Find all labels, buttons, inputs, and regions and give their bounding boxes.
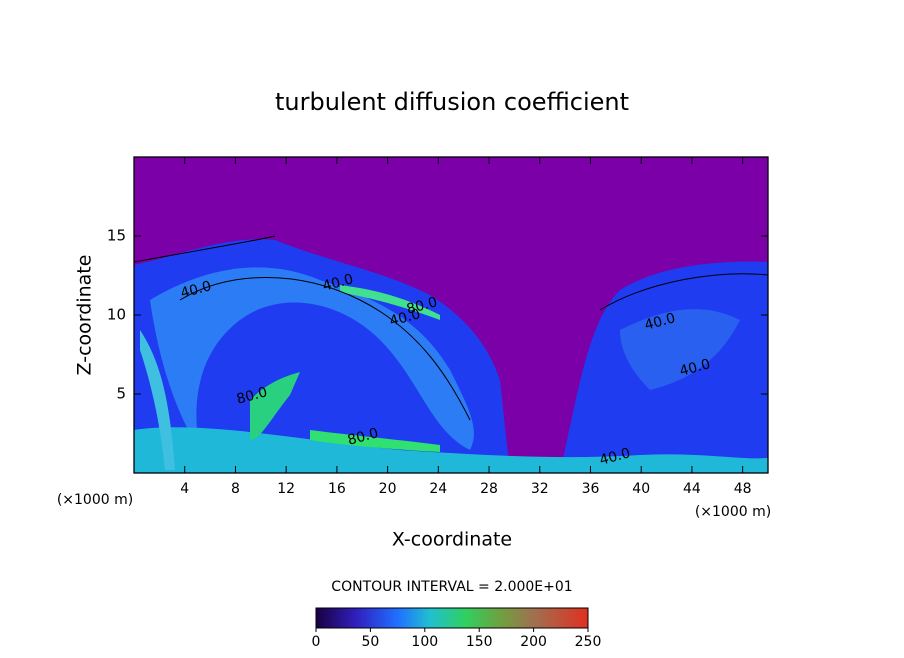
x-tick-label: 20 [379,481,397,497]
x-tick-label: 36 [582,481,600,497]
x-tick-label: 8 [231,481,240,497]
colorbar-tick-label: 200 [520,634,547,650]
y-unit: (×1000 m) [57,492,133,508]
y-tick-label: 15 [107,227,126,245]
x-tick-label: 12 [277,481,295,497]
x-tick-label: 48 [734,481,752,497]
contour-label: 80.0 [405,294,439,318]
contour-interval: CONTOUR INTERVAL = 2.000E+01 [331,579,572,595]
x-tick-label: 40 [632,481,650,497]
contour-label: 40.0 [598,445,632,469]
x-axis-label: X-coordinate [392,529,512,551]
colorbar-tick-label: 100 [411,634,438,650]
y-axis-label: Z-coordinate [74,255,96,376]
field [134,157,768,473]
contour-label: 80.0 [346,425,380,449]
x-unit: (×1000 m) [695,504,771,520]
chart-title: turbulent diffusion coefficient [275,88,629,116]
colorbar-tick-label: 150 [466,634,493,650]
contour-label: 80.0 [235,384,269,408]
colorbar-tick-label: 0 [312,634,321,650]
x-tick-label: 24 [429,481,447,497]
y-tick-label: 10 [107,306,126,324]
x-tick-label: 4 [180,481,189,497]
x-tick-label: 16 [328,481,346,497]
colorbar-tick-label: 50 [361,634,379,650]
contour-label: 40.0 [321,271,355,295]
colorbar [315,607,589,629]
contour-label: 40.0 [179,278,213,302]
contour-label: 40.0 [678,356,712,380]
contour-label: 40.0 [388,306,422,330]
x-tick-label: 44 [683,481,701,497]
contour-label: 40.0 [643,310,677,334]
x-tick-label: 32 [531,481,549,497]
x-tick-label: 28 [480,481,498,497]
y-tick-label: 5 [116,385,126,403]
colorbar-tick-label: 250 [575,634,602,650]
